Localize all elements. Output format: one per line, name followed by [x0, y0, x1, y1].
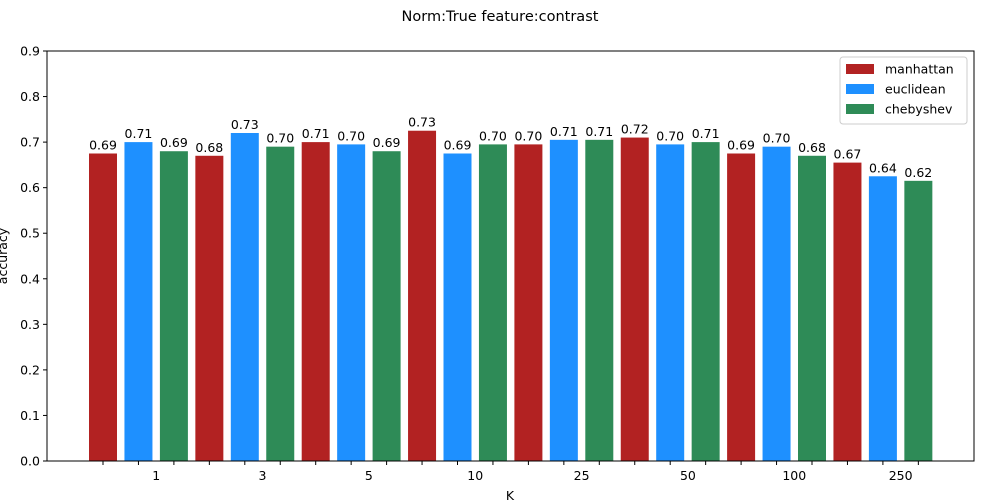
data-label: 0.71 [692, 126, 720, 141]
legend-swatch-chebyshev [846, 104, 874, 114]
legend-swatch-manhattan [846, 64, 874, 74]
data-label: 0.71 [585, 124, 613, 139]
data-label: 0.71 [125, 126, 153, 141]
data-label: 0.70 [656, 128, 684, 143]
data-label: 0.69 [89, 138, 117, 153]
bar-chebyshev [585, 139, 614, 461]
y-tick-label: 0.2 [20, 362, 40, 377]
data-label: 0.71 [550, 124, 578, 139]
x-tick-label: 3 [259, 468, 267, 483]
legend: manhattan euclidean chebyshev [839, 56, 968, 125]
x-tick-label: 25 [574, 468, 590, 483]
data-label: 0.70 [763, 131, 791, 146]
legend-label-manhattan: manhattan [885, 62, 954, 77]
data-label: 0.71 [302, 126, 330, 141]
x-tick-label: 1 [152, 468, 160, 483]
bar-chebyshev [159, 151, 188, 461]
bars-layer [89, 130, 933, 462]
data-label: 0.69 [727, 138, 755, 153]
x-tick-label: 250 [889, 468, 913, 483]
bar-euclidean [868, 176, 897, 461]
data-label: 0.69 [444, 138, 472, 153]
bar-chebyshev [478, 144, 507, 461]
y-axis-label: accuracy [0, 227, 10, 284]
y-tick-label: 0.0 [20, 454, 40, 469]
y-tick-label: 0.6 [20, 180, 40, 195]
bar-manhattan [408, 130, 437, 461]
data-labels-layer: 0.69 0.71 0.69 0.68 0.73 0.70 0.71 0.70 0.69 0.73… [89, 115, 932, 180]
bar-euclidean [124, 142, 153, 462]
y-axis: 0.0 0.1 0.2 0.3 0.4 0.5 0.6 0.7 0.8 0.9 [20, 44, 47, 469]
bar-manhattan [620, 137, 649, 461]
bar-euclidean [549, 139, 578, 461]
bar-chebyshev [266, 146, 295, 462]
x-tick-label: 10 [467, 468, 483, 483]
bar-euclidean [762, 146, 791, 462]
bar-euclidean [230, 133, 259, 461]
bar-manhattan [301, 142, 330, 462]
bar-manhattan [195, 155, 224, 461]
y-tick-label: 0.4 [20, 271, 40, 286]
x-axis-label: K [506, 488, 515, 500]
data-label: 0.69 [160, 135, 188, 150]
y-tick-label: 0.8 [20, 89, 40, 104]
chart-title: Norm:True feature:contrast [402, 9, 599, 25]
data-label: 0.70 [266, 131, 294, 146]
bar-manhattan [514, 144, 543, 461]
bar-manhattan [833, 162, 862, 462]
data-label: 0.64 [869, 160, 897, 175]
bar-chebyshev [372, 151, 401, 461]
data-label: 0.68 [195, 140, 223, 155]
data-label: 0.70 [479, 128, 507, 143]
plot-frame [46, 50, 975, 462]
data-label: 0.73 [408, 115, 436, 130]
x-tick-label: 5 [365, 468, 373, 483]
x-tick-label: 100 [782, 468, 806, 483]
data-label: 0.70 [514, 128, 542, 143]
bar-chebyshev [904, 180, 933, 461]
legend-label-euclidean: euclidean [885, 82, 946, 97]
bar-euclidean [443, 153, 472, 461]
legend-swatch-euclidean [846, 84, 874, 94]
x-axis: 1 3 5 10 25 50 100 250 [102, 461, 919, 483]
y-tick-label: 0.1 [20, 408, 40, 423]
data-label: 0.69 [373, 135, 401, 150]
bar-chebyshev [798, 155, 826, 461]
bar-chebyshev [691, 142, 720, 462]
x-tick-label: 50 [680, 468, 696, 483]
bar-manhattan [89, 153, 117, 461]
data-label: 0.72 [621, 122, 649, 137]
data-label: 0.67 [834, 147, 862, 162]
y-tick-label: 0.3 [20, 317, 40, 332]
data-label: 0.73 [231, 117, 259, 132]
legend-label-chebyshev: chebyshev [885, 102, 953, 117]
bar-manhattan [727, 153, 756, 461]
data-label: 0.70 [337, 128, 365, 143]
y-tick-label: 0.5 [20, 226, 40, 241]
bar-euclidean [656, 144, 685, 461]
y-tick-label: 0.7 [20, 135, 40, 150]
y-tick-label: 0.9 [20, 44, 40, 59]
data-label: 0.62 [904, 165, 932, 180]
bar-euclidean [337, 144, 366, 461]
data-label: 0.68 [798, 140, 826, 155]
